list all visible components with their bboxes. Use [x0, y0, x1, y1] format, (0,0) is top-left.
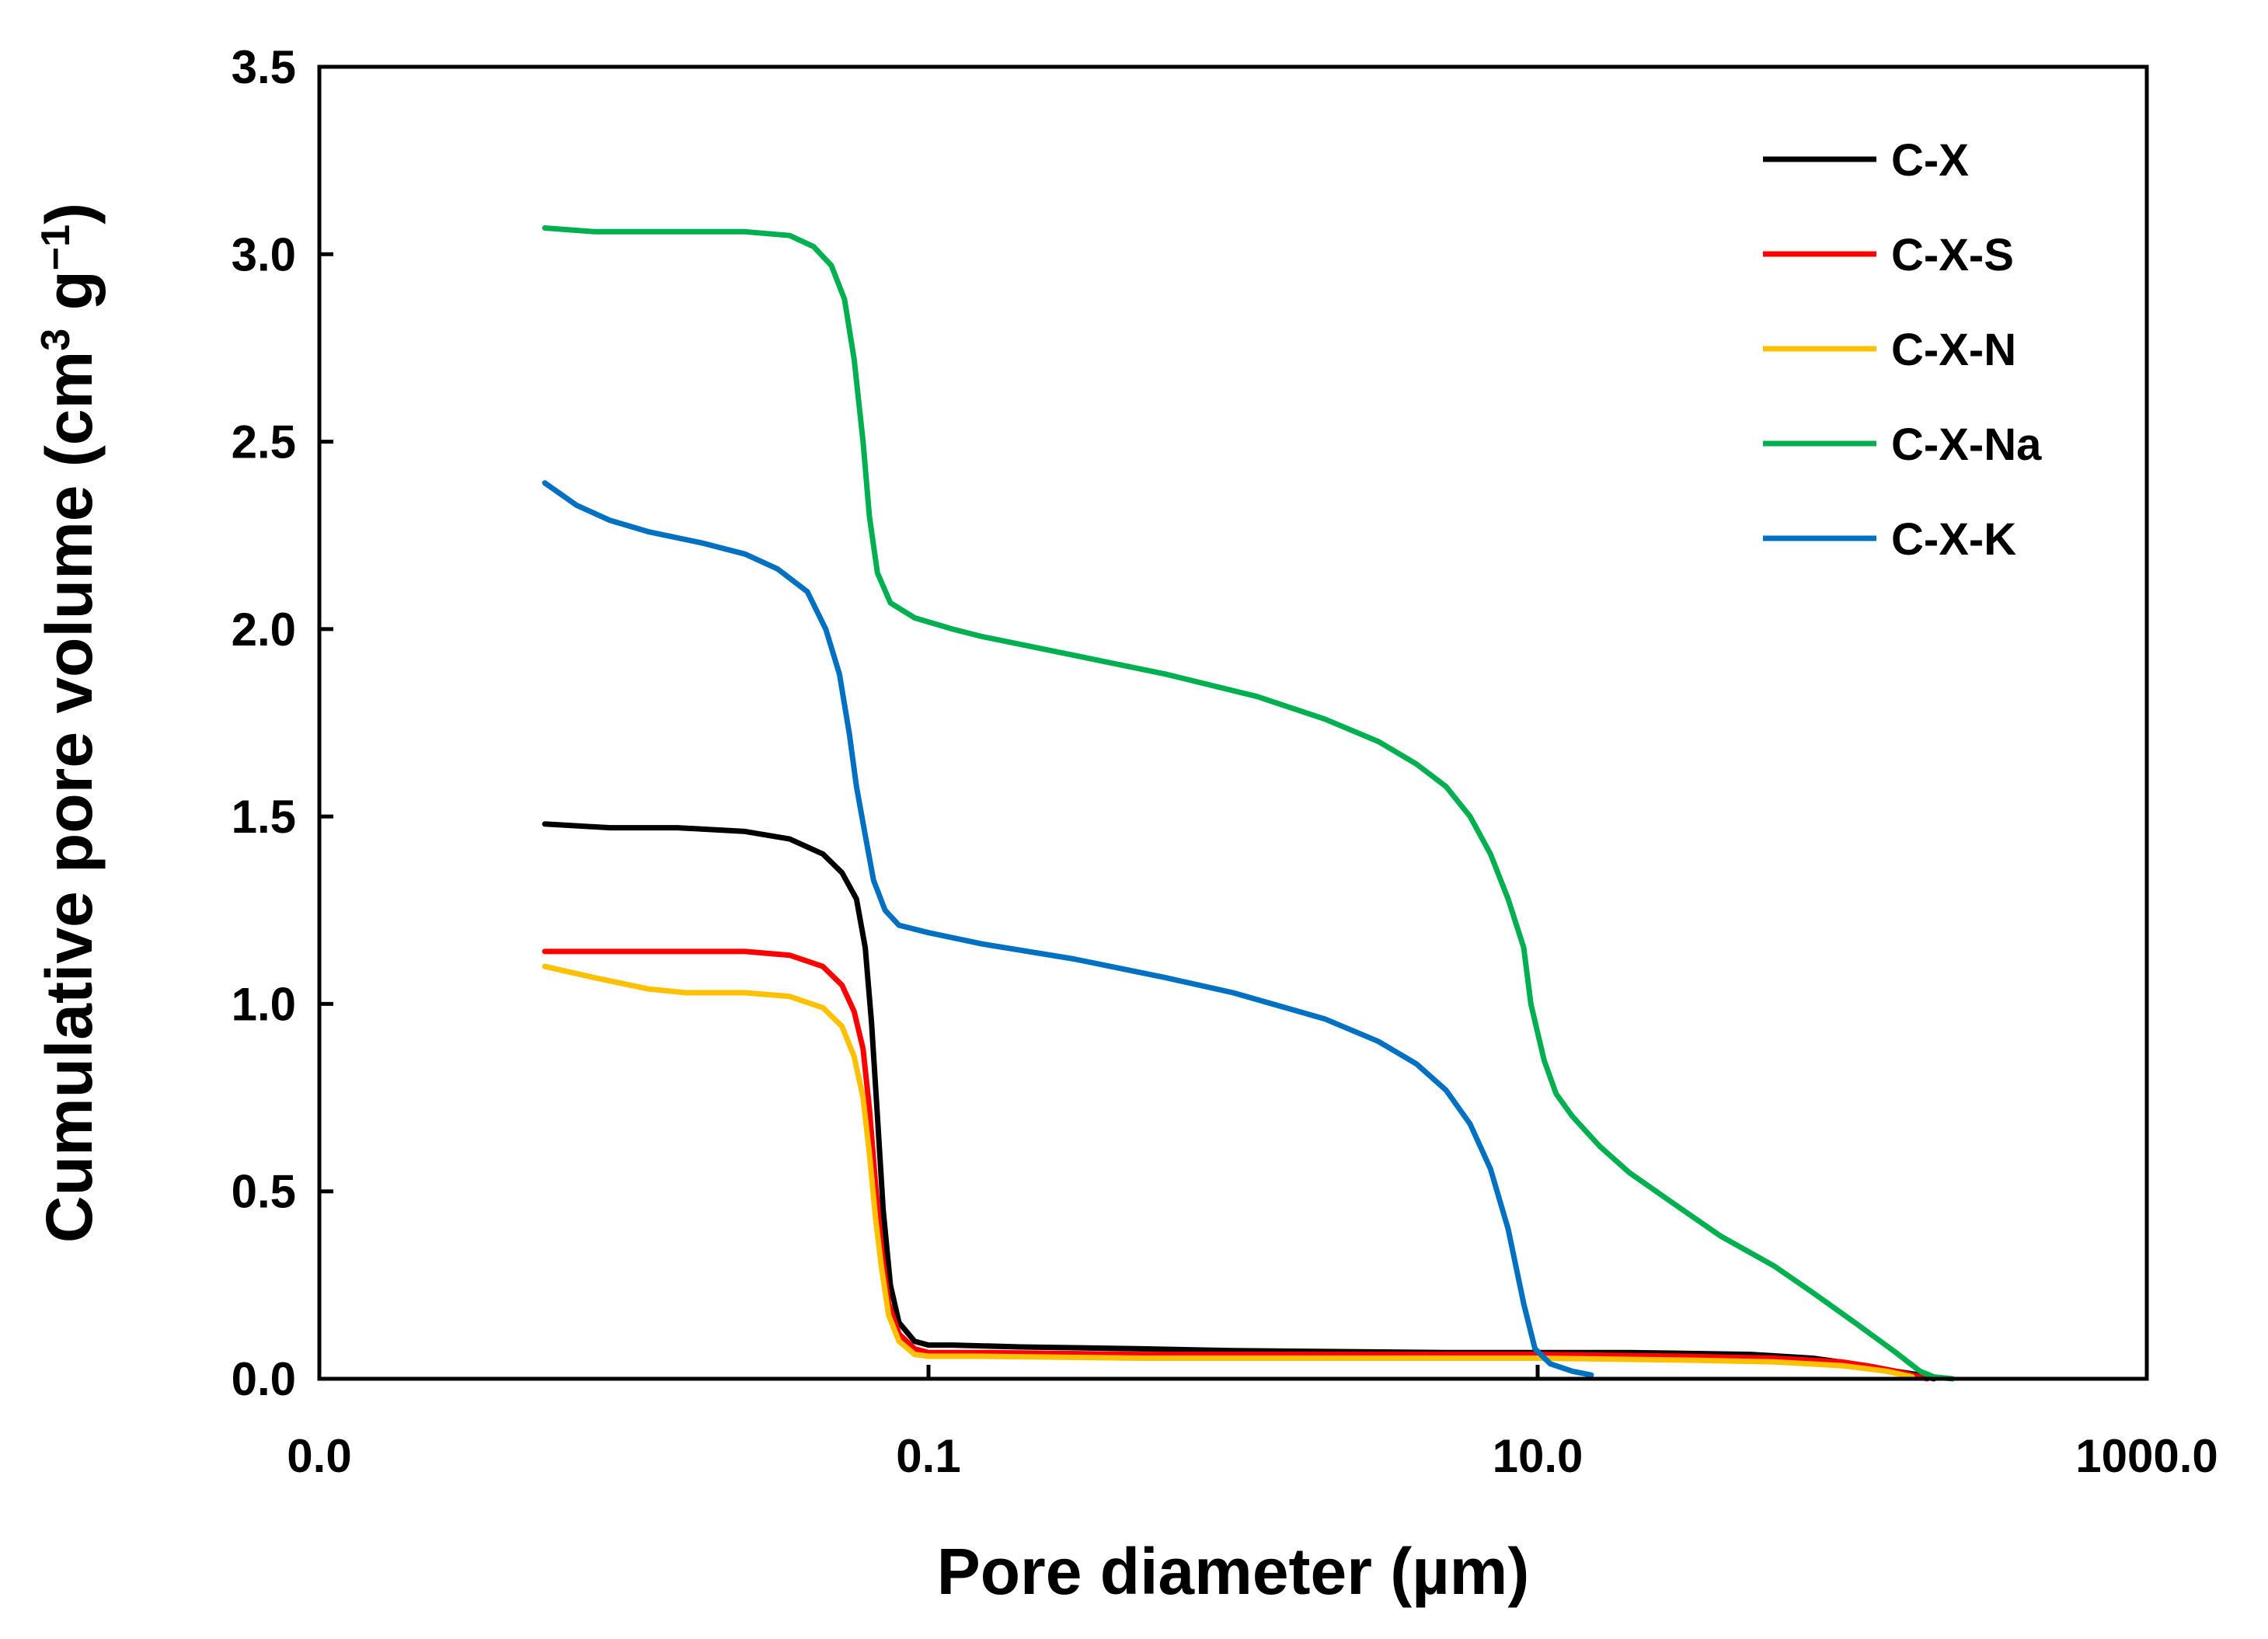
y-axis-title-sup-cubic: 3	[33, 329, 78, 351]
plot-frame	[317, 64, 2149, 1381]
legend-label-c-x-na: C-X-Na	[1891, 419, 2042, 470]
series-line-c-x-k	[542, 480, 1594, 1378]
series-line-c-x-s	[542, 948, 1930, 1382]
legend: C-X C-X-S C-X-N C-X-Na C-X-K	[1763, 135, 2042, 565]
y-tick-label: 3.0	[232, 228, 296, 280]
y-tick-label: 1.0	[232, 978, 296, 1030]
x-axis-ticks: 0.0 0.1 10.0 1000.0	[287, 1365, 2218, 1482]
series-layer	[542, 225, 1956, 1382]
x-tick-label: 1000.0	[2075, 1430, 2218, 1482]
y-tick-label: 0.0	[232, 1353, 296, 1405]
series-line-c-x-na	[542, 225, 1956, 1382]
y-axis-title-close: )	[33, 203, 106, 224]
y-axis-ticks: 0.0 0.5 1.0 1.5 2.0 2.5 3.0 3.5	[232, 41, 333, 1405]
x-tick-label: 0.0	[287, 1430, 351, 1482]
y-tick-label: 1.5	[232, 791, 296, 843]
y-axis-title-sup-inverse: −1	[33, 224, 78, 270]
y-tick-label: 2.5	[232, 416, 296, 468]
series-line-c-x-n	[542, 963, 1915, 1380]
x-tick-label: 10.0	[1493, 1430, 1583, 1482]
series-line-c-x	[542, 821, 1937, 1382]
y-tick-label: 2.0	[232, 604, 296, 656]
x-axis-title: Pore diameter (µm)	[937, 1535, 1530, 1608]
y-axis-title: Cumulative pore volume (cm3 g−1)	[33, 203, 106, 1243]
y-tick-label: 3.5	[232, 41, 296, 93]
legend-label-c-x-s: C-X-S	[1891, 230, 2014, 280]
legend-label-c-x-k: C-X-K	[1891, 514, 2016, 565]
legend-label-c-x-n: C-X-N	[1891, 325, 2016, 375]
legend-label-c-x: C-X	[1891, 135, 1969, 186]
y-axis-title-unit-g: g	[33, 270, 106, 329]
y-tick-label: 0.5	[232, 1166, 296, 1218]
x-tick-label: 0.1	[896, 1430, 960, 1482]
y-axis-title-main: Cumulative pore volume (cm	[33, 351, 106, 1243]
